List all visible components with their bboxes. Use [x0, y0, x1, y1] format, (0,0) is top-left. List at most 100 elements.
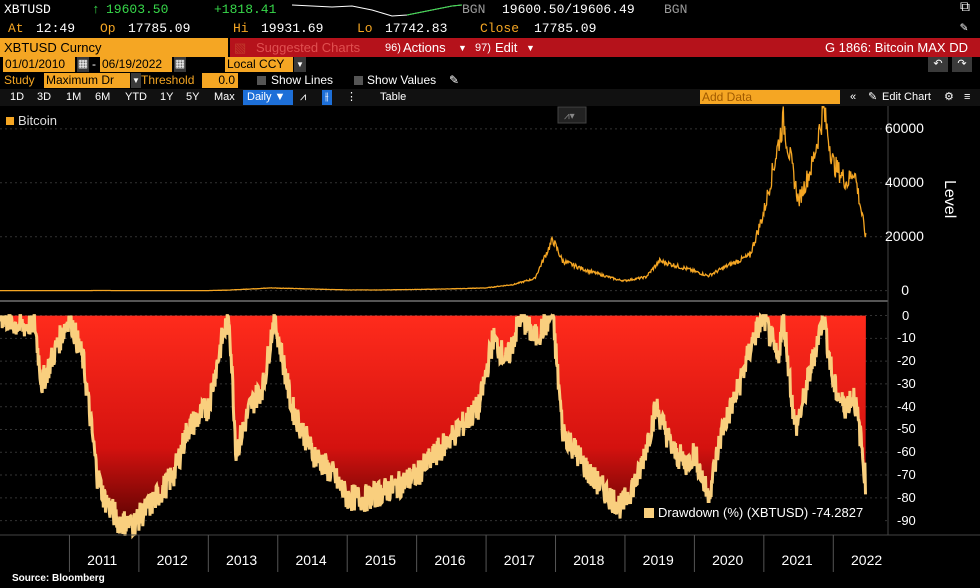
- low-value: 17742.83: [385, 21, 448, 36]
- y-tick-label: -90: [897, 512, 916, 528]
- chevron-down-icon[interactable]: ▼: [294, 57, 306, 72]
- y-tick-label: 20000: [885, 227, 924, 244]
- suggested-charts-icon: ▧: [234, 40, 247, 55]
- actions-bar: ▧ Suggested Charts 96) Actions ▼ 97) Edi…: [230, 38, 980, 57]
- low-label: Lo: [357, 21, 373, 36]
- y-tick-label: -80: [897, 489, 916, 505]
- ticker-symbol[interactable]: XBTUSD: [4, 2, 51, 17]
- drawdown-legend: Drawdown (%) (XBTUSD) -74.2827: [640, 503, 885, 523]
- bid-ask: 19600.50/19606.49: [502, 2, 635, 17]
- pin-icon[interactable]: ✎: [960, 20, 968, 35]
- drawdown-area: [0, 315, 866, 536]
- show-lines-checkbox[interactable]: [257, 76, 266, 85]
- period-5y[interactable]: 5Y: [186, 91, 200, 103]
- currency-select[interactable]: Local CCY: [225, 57, 293, 72]
- edit-chart-button[interactable]: Edit Chart: [882, 91, 931, 103]
- price-change: +1818.41: [214, 2, 277, 17]
- period-6m[interactable]: 6M: [95, 91, 111, 103]
- y-tick-label: 40000: [885, 173, 924, 190]
- chart-area[interactable]: ⩘▾: [0, 106, 980, 572]
- y-tick-label: -50: [897, 421, 916, 437]
- x-tick-label: 2018: [573, 552, 605, 568]
- drag-handle-icon[interactable]: ⋮: [346, 91, 357, 103]
- settings-icon[interactable]: ⚙: [944, 91, 954, 103]
- study-row: Study Maximum Dr ▼ Threshold 0.0 Show Li…: [0, 73, 980, 89]
- security-field[interactable]: XBTUSD Curncy: [0, 38, 228, 57]
- date-dash: -: [92, 57, 96, 71]
- ticker-bar: XBTUSD ↑ 19603.50 +1818.41 BGN 19600.50/…: [0, 0, 980, 20]
- open-value: 17785.09: [128, 21, 191, 36]
- x-tick-label: 2013: [226, 552, 258, 568]
- period-1d[interactable]: 1D: [10, 91, 25, 103]
- threshold-input[interactable]: 0.0: [202, 73, 238, 88]
- x-tick-label: 2015: [364, 552, 397, 568]
- popout-icon[interactable]: ⧉: [960, 0, 970, 16]
- x-tick-label: 2011: [87, 552, 118, 568]
- at-time: 12:49: [36, 21, 76, 36]
- table-button[interactable]: Table: [380, 91, 407, 103]
- close-value: 17785.09: [534, 21, 597, 36]
- pencil-icon[interactable]: ✎: [868, 91, 878, 103]
- actions-number: 96): [385, 42, 401, 54]
- frequency-select[interactable]: Daily ▼: [243, 90, 293, 105]
- up-arrow-icon: ↑: [92, 2, 100, 17]
- undo-icon[interactable]: ↶: [928, 57, 948, 72]
- x-tick-label: 2012: [156, 552, 188, 568]
- pencil-icon[interactable]: ✎: [449, 73, 460, 87]
- drawdown-last-value: -74.2827: [811, 505, 864, 520]
- show-values-checkbox[interactable]: [354, 76, 363, 85]
- high-value: 19931.69: [261, 21, 324, 36]
- show-values-label: Show Values: [367, 73, 437, 87]
- period-1y[interactable]: 1Y: [160, 91, 174, 103]
- bgn-source: BGN: [462, 2, 486, 17]
- y-tick-label: -40: [897, 398, 916, 414]
- period-max[interactable]: Max: [214, 91, 235, 103]
- collapse-icon[interactable]: «: [850, 91, 857, 103]
- open-label: Op: [100, 21, 116, 36]
- chevron-down-icon[interactable]: ▼: [131, 73, 141, 88]
- chart-type-icon: ⩘▾: [564, 111, 575, 122]
- legend-swatch: [6, 117, 14, 125]
- y-tick-label: 0: [901, 281, 909, 298]
- edit-dropdown-icon: ▼: [526, 43, 535, 53]
- period-1m[interactable]: 1M: [66, 91, 82, 103]
- x-axis-ticks: [68, 535, 834, 572]
- period-3d[interactable]: 3D: [37, 91, 52, 103]
- threshold-label: Threshold: [141, 73, 195, 87]
- last-price: 19603.50: [106, 2, 169, 17]
- show-lines-label: Show Lines: [271, 73, 334, 87]
- actions-menu[interactable]: Actions: [403, 40, 446, 55]
- x-tick-label: 2022: [851, 552, 883, 568]
- redo-icon[interactable]: ↷: [952, 57, 972, 72]
- x-tick-label: 2017: [503, 552, 535, 568]
- y-tick-label: -20: [897, 353, 916, 369]
- y-tick-label: -70: [897, 467, 916, 483]
- period-toolbar: 1D 3D 1M 6M YTD 1Y 5Y Max Daily ▼ ⩘ ⫲ ⋮ …: [0, 89, 980, 106]
- start-date-field[interactable]: 01/01/2010: [3, 57, 75, 72]
- period-ytd[interactable]: YTD: [125, 91, 147, 103]
- menu-icon[interactable]: ≡: [964, 91, 971, 103]
- calendar-icon[interactable]: ▦: [77, 57, 89, 72]
- bgn-source-2: BGN: [664, 2, 688, 17]
- y-tick-label: 60000: [885, 119, 924, 136]
- legend-swatch: [644, 508, 654, 518]
- legend-label: Bitcoin: [18, 113, 58, 128]
- suggested-charts-button[interactable]: Suggested Charts: [256, 40, 361, 55]
- candlestick-icon[interactable]: ⫲: [322, 90, 332, 105]
- bitcoin-price-line: [0, 106, 867, 292]
- line-chart-icon[interactable]: ⩘: [300, 91, 307, 103]
- date-range-row: 01/01/2010 ▦ - 06/19/2022 ▦ Local CCY ▼ …: [0, 57, 980, 73]
- end-date-field[interactable]: 06/19/2022: [100, 57, 172, 72]
- y-tick-label: -10: [897, 330, 916, 346]
- edit-menu[interactable]: Edit: [495, 40, 518, 55]
- price-grid: [0, 128, 888, 292]
- frequency-label: Daily: [247, 91, 272, 103]
- close-label: Close: [480, 21, 520, 36]
- intraday-sparkline: [292, 4, 462, 17]
- add-data-input[interactable]: Add Data: [700, 90, 840, 104]
- study-select[interactable]: Maximum Dr: [44, 73, 130, 88]
- chart-type-button[interactable]: [557, 106, 587, 124]
- calendar-icon[interactable]: ▦: [174, 57, 186, 72]
- source-note: Source: Bloomberg: [12, 573, 105, 584]
- x-tick-label: 2020: [712, 552, 744, 568]
